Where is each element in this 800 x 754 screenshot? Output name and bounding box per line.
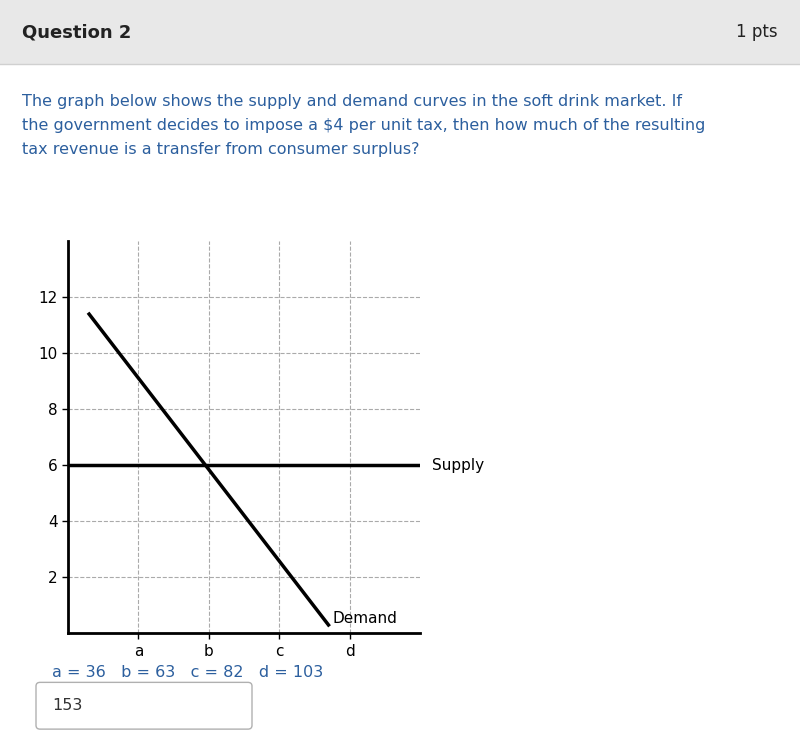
Text: Demand: Demand [332, 611, 397, 626]
Text: The graph below shows the supply and demand curves in the soft drink market. If
: The graph below shows the supply and dem… [22, 94, 706, 158]
FancyBboxPatch shape [0, 0, 800, 64]
FancyBboxPatch shape [36, 682, 252, 729]
Text: Question 2: Question 2 [22, 23, 132, 41]
Text: a = 36   b = 63   c = 82   d = 103: a = 36 b = 63 c = 82 d = 103 [52, 665, 323, 680]
Text: Supply: Supply [432, 458, 484, 473]
FancyBboxPatch shape [0, 64, 800, 754]
Text: 1 pts: 1 pts [736, 23, 778, 41]
Text: 153: 153 [52, 698, 82, 713]
